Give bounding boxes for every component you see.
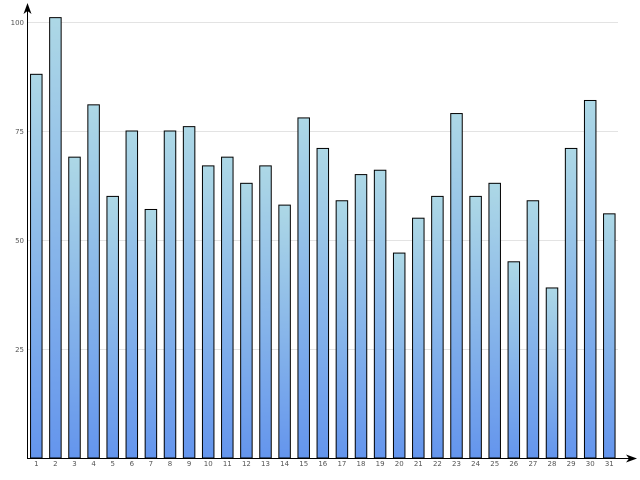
bar bbox=[373, 169, 387, 459]
x-axis-arrow-icon bbox=[626, 454, 637, 463]
bar bbox=[469, 195, 482, 459]
bars bbox=[30, 17, 616, 459]
bar bbox=[564, 147, 578, 459]
bar bbox=[30, 73, 43, 459]
bar bbox=[259, 165, 272, 459]
bar bbox=[68, 156, 81, 459]
bar bbox=[354, 174, 368, 459]
x-tick-labels: 1 2 3 4 5 6 7 8 9 10 11 12 13 14 15 16 17 18 19 20 21 22 23 24 2… bbox=[34, 460, 614, 468]
bar bbox=[297, 117, 310, 459]
x-tick-label: 7 bbox=[149, 460, 153, 468]
x-tick-label: 22 bbox=[433, 460, 442, 468]
x-tick-label: 5 bbox=[110, 460, 114, 468]
x-tick-label: 30 bbox=[586, 460, 595, 468]
y-tick-label: 100 bbox=[11, 19, 24, 27]
bar bbox=[49, 17, 62, 459]
x-tick-label: 31 bbox=[605, 460, 614, 468]
bar bbox=[278, 204, 291, 459]
x-tick-label: 13 bbox=[261, 460, 270, 468]
axes bbox=[23, 3, 637, 463]
y-tick-label: 25 bbox=[15, 346, 24, 354]
x-tick-label: 27 bbox=[528, 460, 537, 468]
bar bbox=[603, 213, 616, 459]
x-tick-label: 9 bbox=[187, 460, 191, 468]
y-tick-label: 75 bbox=[15, 128, 24, 136]
x-tick-label: 2 bbox=[53, 460, 57, 468]
bar bbox=[335, 200, 349, 459]
x-tick-label: 26 bbox=[509, 460, 518, 468]
bar bbox=[182, 126, 196, 459]
x-tick-label: 11 bbox=[223, 460, 232, 468]
x-tick-label: 28 bbox=[548, 460, 557, 468]
bar bbox=[106, 195, 119, 459]
x-tick-label: 16 bbox=[318, 460, 327, 468]
x-tick-label: 12 bbox=[242, 460, 251, 468]
bar bbox=[507, 261, 521, 459]
x-tick-label: 18 bbox=[357, 460, 366, 468]
x-tick-label: 6 bbox=[130, 460, 135, 468]
y-tick-label: 50 bbox=[15, 237, 24, 245]
bar bbox=[431, 195, 444, 459]
bar bbox=[526, 200, 540, 459]
x-tick-label: 23 bbox=[452, 460, 461, 468]
bar bbox=[163, 130, 177, 459]
x-tick-label: 10 bbox=[204, 460, 213, 468]
bar bbox=[221, 156, 234, 459]
x-tick-label: 17 bbox=[337, 460, 346, 468]
x-tick-label: 25 bbox=[490, 460, 499, 468]
bar bbox=[87, 104, 100, 459]
x-tick-label: 21 bbox=[414, 460, 423, 468]
x-tick-label: 8 bbox=[168, 460, 172, 468]
bar bbox=[450, 113, 463, 459]
bar bbox=[392, 252, 406, 459]
x-tick-label: 4 bbox=[91, 460, 96, 468]
x-tick-label: 3 bbox=[72, 460, 76, 468]
x-tick-label: 29 bbox=[567, 460, 576, 468]
bar bbox=[144, 208, 158, 459]
bar bbox=[125, 130, 139, 459]
x-tick-label: 24 bbox=[471, 460, 480, 468]
x-tick-label: 15 bbox=[299, 460, 308, 468]
y-tick-labels: 25 50 75 100 bbox=[11, 19, 24, 354]
bar bbox=[240, 182, 253, 459]
bar bbox=[583, 99, 597, 459]
y-axis-arrow-icon bbox=[23, 3, 32, 14]
bar bbox=[201, 165, 215, 459]
x-tick-label: 19 bbox=[376, 460, 385, 468]
x-tick-label: 20 bbox=[395, 460, 404, 468]
bar bbox=[488, 182, 501, 459]
bar bbox=[412, 217, 425, 459]
x-tick-label: 1 bbox=[34, 460, 38, 468]
bar bbox=[545, 287, 559, 459]
bar bbox=[316, 147, 330, 459]
x-tick-label: 14 bbox=[280, 460, 289, 468]
